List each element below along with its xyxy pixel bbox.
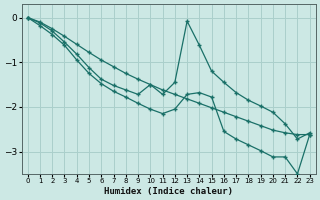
X-axis label: Humidex (Indice chaleur): Humidex (Indice chaleur): [104, 187, 233, 196]
